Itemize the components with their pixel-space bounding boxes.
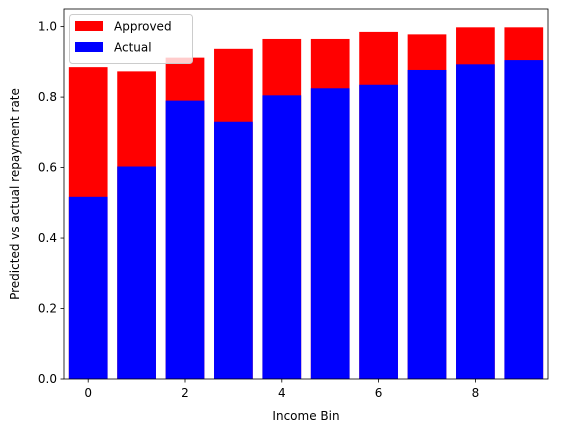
x-axis-title: Income Bin <box>272 409 339 423</box>
plot-frame <box>63 8 549 380</box>
y-tick-label-0.0: 0.0 <box>38 372 57 386</box>
y-axis-ticks: 0.0 0.2 0.4 0.6 0.8 1.0 <box>38 20 64 386</box>
bar-actual-7 <box>407 69 447 379</box>
bar-actual-8 <box>456 64 495 380</box>
bar-actual-2 <box>165 100 205 379</box>
y-tick-label-0.4: 0.4 <box>38 231 57 245</box>
bar-actual-0 <box>68 196 108 379</box>
bars-layer <box>68 27 544 380</box>
x-tick-label-2: 2 <box>181 386 189 400</box>
x-tick-label-4: 4 <box>278 386 286 400</box>
series-actual <box>68 60 544 380</box>
x-tick-label-8: 8 <box>472 386 480 400</box>
y-tick-label-0.2: 0.2 <box>38 302 57 316</box>
x-tick-label-6: 6 <box>375 386 383 400</box>
legend-swatch-actual <box>75 42 103 52</box>
bar-actual-6 <box>359 84 398 379</box>
legend-label-actual: Actual <box>114 41 152 55</box>
legend-swatch-approved <box>75 21 103 31</box>
bar-actual-4 <box>262 95 302 379</box>
y-tick-label-0.6: 0.6 <box>38 161 57 175</box>
x-axis-ticks: 0 2 4 6 8 <box>84 379 479 400</box>
bar-actual-3 <box>214 121 253 379</box>
legend: Approved Actual <box>69 14 193 64</box>
legend-label-approved: Approved <box>114 20 172 34</box>
bar-actual-5 <box>310 88 350 380</box>
bar-actual-1 <box>117 166 156 379</box>
bar-actual-9 <box>504 60 544 379</box>
y-axis-title: Predicted vs actual repayment rate <box>8 88 22 300</box>
y-tick-label-1.0: 1.0 <box>38 20 57 34</box>
y-tick-label-0.8: 0.8 <box>38 90 57 104</box>
x-tick-label-0: 0 <box>84 386 92 400</box>
